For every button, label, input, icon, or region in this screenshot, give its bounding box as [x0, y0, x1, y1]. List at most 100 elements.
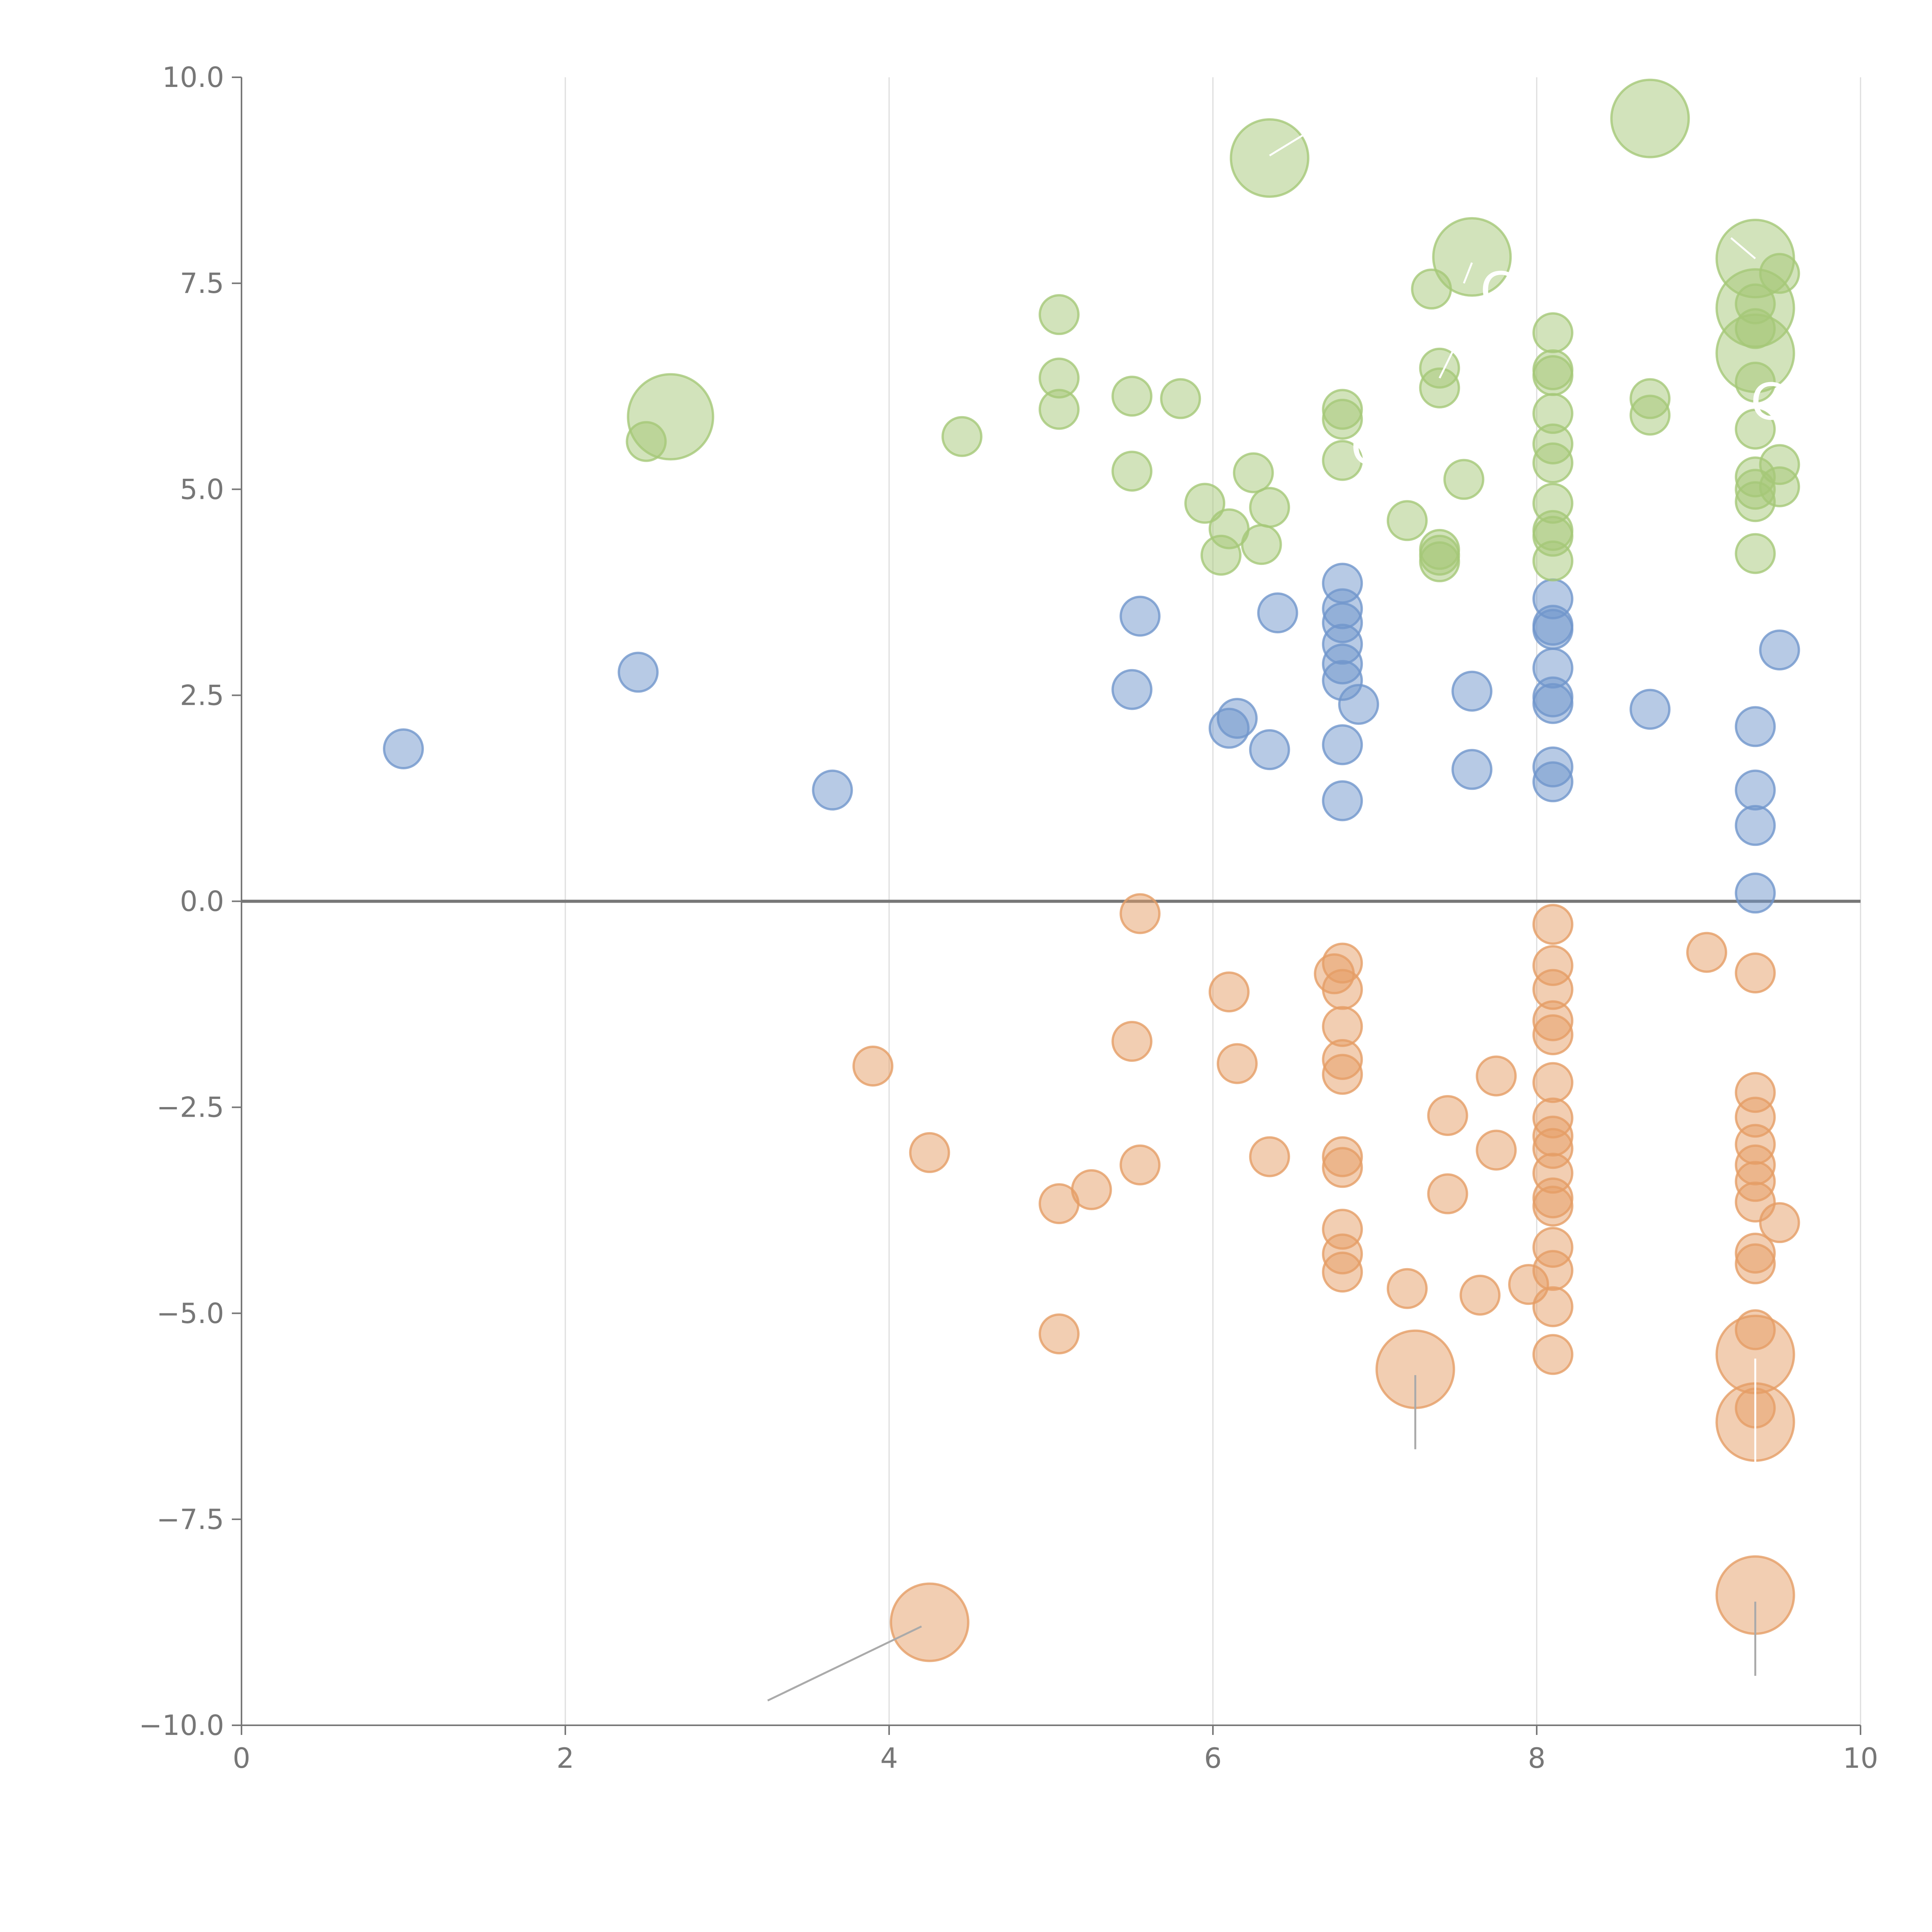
orange-point [1322, 969, 1363, 1010]
green-point [1629, 395, 1671, 436]
orange-point [1532, 1062, 1573, 1103]
orange-point [1686, 932, 1727, 973]
orange-point [1216, 1043, 1258, 1084]
green-point [1322, 440, 1363, 481]
y-tick-label: −7.5 [156, 1503, 224, 1536]
annotation-leader-line [1730, 237, 1756, 260]
orange-point [1322, 1252, 1363, 1293]
y-tick-label: 10.0 [162, 61, 224, 94]
x-tick-label: 10 [1843, 1742, 1878, 1774]
green-point [1735, 533, 1776, 574]
blue-point [1257, 592, 1298, 634]
orange-point [1532, 1014, 1573, 1055]
annotation-leader-line [1269, 130, 1311, 156]
orange-point [1735, 1243, 1776, 1284]
blue-point [1322, 724, 1363, 765]
green-point [1241, 524, 1282, 565]
green-point [1419, 367, 1460, 408]
blue-point [383, 728, 424, 769]
blue-point [1451, 670, 1493, 712]
y-tick-label: −2.5 [156, 1091, 224, 1124]
axes: 0 2 4 6 8 10 10.0 7.5 5.0 2.5 0.0 −2.5 −5.0 −7.5 −10.0 [139, 61, 1878, 1774]
x-tick-label: 2 [556, 1742, 574, 1774]
green-point [1532, 355, 1573, 396]
green-point [941, 416, 983, 457]
orange-point [1532, 904, 1573, 945]
orange-point [1427, 1173, 1468, 1214]
blue-point [1735, 706, 1776, 747]
blue-point [1735, 769, 1776, 811]
annotation-label: AR [1690, 60, 1760, 118]
annotations: AR C CX C R [767, 60, 1827, 1702]
green-point [1322, 398, 1363, 440]
blue-point [1249, 729, 1290, 770]
green-point [1230, 118, 1310, 198]
green-point [1038, 389, 1080, 430]
green-point [1386, 500, 1428, 541]
annotation-leader-line [1439, 344, 1457, 379]
green-point [627, 373, 714, 461]
orange-point [852, 1046, 894, 1087]
green-point [1038, 294, 1080, 335]
blue-point [1735, 872, 1776, 914]
blue-point [1629, 689, 1671, 730]
orange-point [1249, 1136, 1290, 1177]
green-point [1443, 459, 1485, 500]
orange-point [1111, 1021, 1153, 1062]
annotation-label: R [1793, 1378, 1827, 1437]
x-tick-label: 4 [880, 1742, 898, 1774]
orange-point [1322, 1147, 1363, 1188]
green-point [1160, 378, 1201, 419]
y-tick-label: 2.5 [180, 679, 224, 711]
annotation-leader-line [1463, 262, 1473, 284]
orange-point [1532, 1334, 1573, 1375]
data-points [383, 78, 1800, 1662]
green-point [1233, 452, 1274, 493]
blue-point [1111, 669, 1153, 710]
green-point [1735, 308, 1776, 349]
green-point [1532, 442, 1573, 484]
y-tick-label: 7.5 [180, 267, 224, 299]
orange-point [1759, 1202, 1800, 1243]
annotation-label: CX [1750, 372, 1820, 431]
y-tick-label: 5.0 [180, 473, 224, 505]
green-point [1610, 78, 1690, 158]
orange-point [1735, 952, 1776, 994]
blue-point [1532, 683, 1573, 724]
orange-point [1476, 1129, 1517, 1171]
orange-point [1208, 971, 1250, 1013]
green-point [1111, 376, 1153, 417]
orange-point [1119, 1144, 1161, 1185]
annotation-leader-line [767, 1625, 922, 1702]
blue-point [1532, 761, 1573, 803]
orange-point [1119, 893, 1161, 934]
blue-point [1119, 595, 1161, 637]
orange-point [1532, 1250, 1573, 1291]
orange-point [1532, 1286, 1573, 1327]
orange-point [1476, 1055, 1517, 1097]
blue-point [1451, 749, 1493, 790]
orange-point [1071, 1169, 1112, 1210]
blue-point [1338, 684, 1379, 725]
blue-point [1759, 629, 1800, 671]
y-tick-label: 0.0 [180, 885, 224, 918]
blue-point [1322, 780, 1363, 821]
annotation-label: C [1480, 261, 1515, 320]
orange-point [909, 1132, 950, 1173]
x-tick-label: 8 [1528, 1742, 1546, 1774]
blue-point [1735, 805, 1776, 846]
blue-point [1532, 609, 1573, 650]
green-point [1532, 312, 1573, 354]
green-point [1111, 451, 1153, 492]
green-point [1432, 217, 1512, 297]
green-point [1249, 487, 1290, 528]
orange-point [1459, 1274, 1501, 1316]
green-point [1419, 541, 1460, 582]
green-point [1532, 540, 1573, 582]
orange-point [889, 1582, 969, 1662]
green-point [1759, 466, 1800, 507]
x-tick-label: 6 [1204, 1742, 1222, 1774]
orange-point [1386, 1268, 1428, 1309]
y-tick-label: −10.0 [139, 1709, 224, 1742]
